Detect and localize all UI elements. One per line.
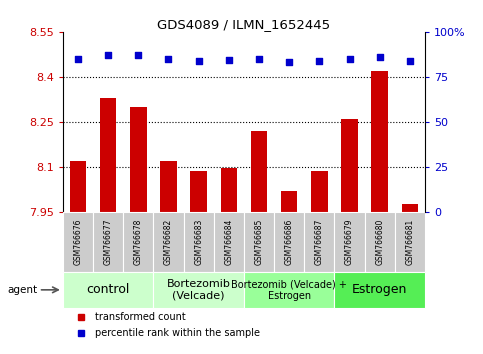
Bar bbox=[160, 161, 177, 212]
Bar bbox=[334, 212, 365, 272]
Bar bbox=[213, 212, 244, 272]
Text: GSM766676: GSM766676 bbox=[73, 219, 83, 265]
Text: GSM766680: GSM766680 bbox=[375, 219, 384, 265]
Text: GSM766685: GSM766685 bbox=[255, 219, 264, 265]
Text: agent: agent bbox=[7, 285, 37, 295]
Point bbox=[165, 56, 172, 62]
Bar bbox=[100, 98, 116, 212]
Bar bbox=[395, 212, 425, 272]
Point bbox=[225, 57, 233, 63]
Bar bbox=[281, 191, 298, 212]
Bar bbox=[244, 212, 274, 272]
Bar bbox=[334, 272, 425, 308]
Bar bbox=[184, 212, 213, 272]
Bar bbox=[93, 212, 123, 272]
Bar bbox=[402, 204, 418, 212]
Bar bbox=[251, 131, 267, 212]
Point bbox=[376, 54, 384, 60]
Point bbox=[346, 56, 354, 62]
Text: GSM766682: GSM766682 bbox=[164, 219, 173, 265]
Bar bbox=[63, 212, 93, 272]
Text: percentile rank within the sample: percentile rank within the sample bbox=[96, 328, 260, 338]
Bar bbox=[341, 119, 358, 212]
Point bbox=[74, 56, 82, 62]
Point bbox=[406, 58, 414, 63]
Point bbox=[285, 59, 293, 64]
Text: Bortezomib (Velcade) +
Estrogen: Bortezomib (Velcade) + Estrogen bbox=[231, 279, 347, 301]
Point bbox=[255, 56, 263, 62]
Text: GSM766678: GSM766678 bbox=[134, 219, 143, 265]
Bar bbox=[311, 171, 327, 212]
Bar bbox=[154, 212, 184, 272]
Bar bbox=[190, 171, 207, 212]
Bar bbox=[70, 161, 86, 212]
Text: control: control bbox=[86, 283, 130, 296]
Bar bbox=[154, 272, 244, 308]
Title: GDS4089 / ILMN_1652445: GDS4089 / ILMN_1652445 bbox=[157, 18, 330, 31]
Text: GSM766683: GSM766683 bbox=[194, 219, 203, 265]
Text: GSM766686: GSM766686 bbox=[284, 219, 294, 265]
Bar bbox=[274, 212, 304, 272]
Text: Estrogen: Estrogen bbox=[352, 283, 408, 296]
Bar bbox=[221, 169, 237, 212]
Text: GSM766681: GSM766681 bbox=[405, 219, 414, 265]
Bar bbox=[365, 212, 395, 272]
Bar bbox=[123, 212, 154, 272]
Bar bbox=[130, 107, 146, 212]
Bar bbox=[244, 272, 334, 308]
Text: GSM766679: GSM766679 bbox=[345, 219, 354, 265]
Point bbox=[104, 52, 112, 58]
Text: GSM766687: GSM766687 bbox=[315, 219, 324, 265]
Point bbox=[134, 52, 142, 58]
Point bbox=[195, 58, 202, 63]
Text: transformed count: transformed count bbox=[96, 312, 186, 322]
Text: GSM766684: GSM766684 bbox=[224, 219, 233, 265]
Bar bbox=[371, 71, 388, 212]
Bar bbox=[304, 212, 334, 272]
Point bbox=[315, 58, 323, 63]
Bar bbox=[63, 272, 154, 308]
Text: GSM766677: GSM766677 bbox=[103, 219, 113, 265]
Text: Bortezomib
(Velcade): Bortezomib (Velcade) bbox=[167, 279, 230, 301]
